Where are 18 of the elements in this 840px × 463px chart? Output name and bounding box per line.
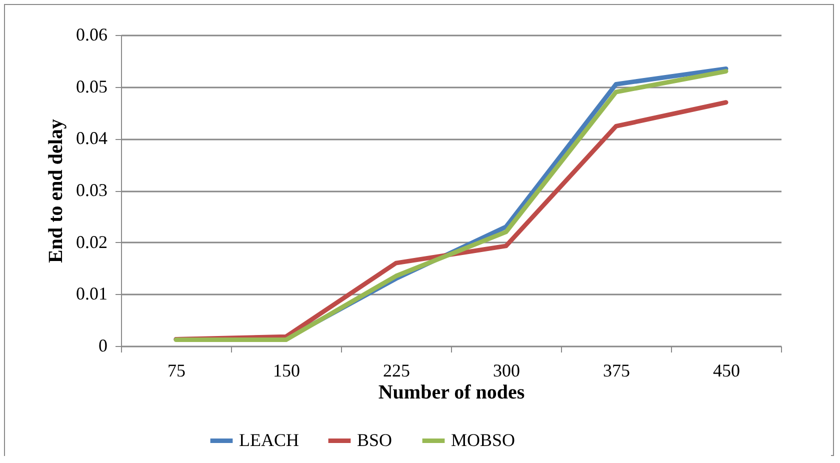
legend-label: BSO (357, 430, 392, 450)
x-tick-label: 300 (493, 360, 520, 380)
y-tick-label: 0 (98, 336, 108, 356)
y-tick-label: 0.03 (76, 180, 108, 200)
y-tick-label: 0.01 (76, 284, 108, 304)
y-tick-label: 0.06 (76, 24, 108, 44)
y-tick-label: 0.04 (76, 128, 108, 148)
y-tick-label: 0.05 (76, 76, 108, 96)
x-axis-title: Number of nodes (378, 382, 525, 404)
x-tick-label: 150 (273, 360, 300, 380)
x-tick-label: 225 (383, 360, 410, 380)
legend-label: LEACH (239, 430, 299, 450)
y-tick-label: 0.02 (76, 232, 108, 252)
legend-label: MOBSO (451, 430, 516, 450)
x-tick-label: 75 (168, 360, 186, 380)
x-tick-label: 450 (713, 360, 740, 380)
y-axis-title: End to end delay (45, 119, 67, 263)
x-tick-label: 375 (603, 360, 630, 380)
